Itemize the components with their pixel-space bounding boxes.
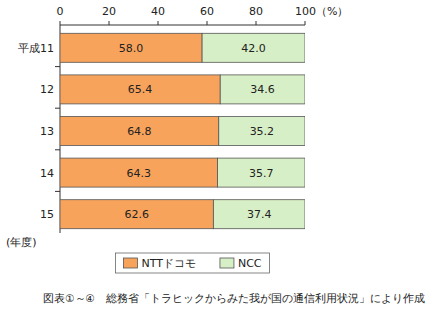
bar-segment	[219, 117, 305, 146]
x-tick-label: 100（%）	[295, 5, 348, 18]
data-label: 64.3	[127, 167, 152, 180]
data-label: 62.6	[124, 208, 149, 221]
bar-segment	[60, 75, 220, 104]
data-label: 35.7	[249, 167, 274, 180]
bar-segment	[202, 33, 305, 62]
data-label: 42.0	[241, 42, 266, 55]
category-separator	[55, 191, 60, 192]
y-tick-label: 平成11	[18, 42, 54, 55]
legend-swatch	[123, 258, 137, 268]
y-tick-label: 14	[40, 167, 54, 180]
bar-segment	[218, 158, 305, 187]
x-tick	[305, 21, 306, 25]
x-axis-line	[60, 25, 305, 26]
y-tick-label: 13	[40, 125, 54, 138]
legend: NTTドコモ NCC	[115, 253, 269, 273]
y-tick-label: 15	[40, 208, 54, 221]
y-axis-label: (年度)	[6, 236, 37, 249]
legend-swatch	[220, 258, 234, 268]
x-tick	[158, 21, 159, 25]
source-note: 図表①～④ 総務省「トラヒックからみた我が国の通信利用状況」により作成	[43, 292, 425, 304]
chart: 0 20 40 60 80 100（%） 平成11 12 13 14 15 58.0 42.0 65.4 3…	[0, 0, 429, 314]
data-label: 58.0	[119, 42, 144, 55]
bar-segment	[220, 75, 305, 104]
x-tick	[256, 21, 257, 25]
data-label: 34.6	[250, 83, 275, 96]
category-separator	[55, 108, 60, 109]
bar-segment	[60, 200, 213, 229]
data-labels: 58.0 42.0 65.4 34.6 64.8 35.2 64.3 35.7 62.6 37.4	[119, 42, 275, 221]
x-tick-label: 60	[200, 5, 214, 18]
data-label: 37.4	[247, 208, 272, 221]
legend-label: NTTドコモ	[141, 257, 195, 270]
legend-label: NCC	[238, 257, 262, 270]
bar-segment	[60, 158, 218, 187]
x-tick	[109, 21, 110, 25]
category-separator	[55, 66, 60, 67]
x-tick	[207, 21, 208, 25]
x-tick-label: 20	[102, 5, 116, 18]
bar-segment	[213, 200, 305, 229]
data-label: 64.8	[127, 125, 152, 138]
x-tick-label: 40	[151, 5, 165, 18]
x-tick	[60, 21, 61, 25]
data-label: 35.2	[250, 125, 275, 138]
bar-segment	[60, 33, 202, 62]
x-tick-label: 80	[249, 5, 263, 18]
category-separator	[55, 149, 60, 150]
legend-frame	[115, 253, 269, 273]
x-tick-label: 0	[57, 5, 64, 18]
data-label: 65.4	[128, 83, 153, 96]
bar-segment	[60, 117, 219, 146]
bars	[60, 33, 305, 228]
y-tick-label: 12	[40, 83, 54, 96]
